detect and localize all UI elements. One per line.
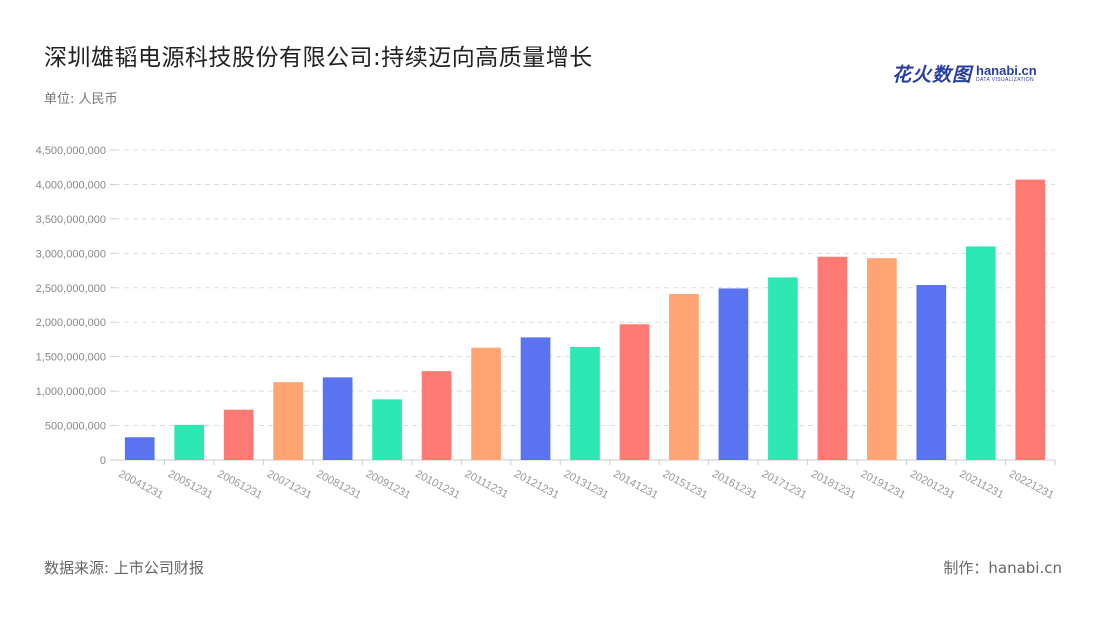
bar bbox=[817, 256, 848, 460]
y-axis-ticks: 0 500,000,000 1,000,000,000 1,500,000,000 2,… bbox=[36, 145, 106, 467]
bar bbox=[273, 382, 303, 460]
x-tick-label: 20101231 bbox=[413, 468, 462, 502]
x-tick-label: 20161231 bbox=[710, 468, 759, 502]
bar bbox=[372, 399, 402, 460]
y-tick-label: 500,000,000 bbox=[45, 421, 106, 433]
y-tick-label: 1,500,000,000 bbox=[36, 352, 106, 364]
bar bbox=[619, 324, 650, 460]
x-tick-label: 20121231 bbox=[512, 468, 561, 502]
brand-logo: 花火数图 hanabi.cn DATA VISUALIZATION bbox=[892, 60, 1037, 86]
x-tick-label: 20091231 bbox=[364, 468, 413, 502]
bar bbox=[867, 258, 897, 460]
x-tick-label: 20061231 bbox=[215, 468, 264, 502]
y-tick-label: 2,500,000,000 bbox=[36, 283, 106, 295]
bar bbox=[916, 285, 947, 460]
x-tick-label: 20141231 bbox=[611, 468, 660, 502]
x-tick-label: 20221231 bbox=[1007, 468, 1056, 502]
bar bbox=[520, 337, 551, 460]
x-tick-label: 20181231 bbox=[809, 468, 858, 502]
x-axis-ticks: 20041231 20051231 20061231 20071231 20081231… bbox=[116, 460, 1056, 502]
bar bbox=[570, 347, 600, 460]
x-tick-label: 20201231 bbox=[908, 468, 957, 502]
logo-text-en-sub: DATA VISUALIZATION bbox=[976, 76, 1035, 83]
bar bbox=[718, 288, 749, 460]
bars bbox=[124, 179, 1046, 460]
bar bbox=[322, 377, 353, 460]
x-tick-label: 20151231 bbox=[661, 468, 710, 502]
y-tick-label: 1,000,000,000 bbox=[36, 386, 106, 398]
bar bbox=[669, 293, 699, 460]
bar bbox=[174, 424, 205, 460]
bar bbox=[223, 409, 254, 460]
x-tick-label: 20171231 bbox=[759, 468, 808, 502]
y-tick-label: 3,500,000,000 bbox=[36, 214, 106, 226]
bar bbox=[124, 437, 155, 460]
unit-label: 单位: 人民币 bbox=[44, 92, 118, 107]
x-tick-label: 20051231 bbox=[166, 468, 215, 502]
x-tick-label: 20071231 bbox=[265, 468, 314, 502]
chart-title: 深圳雄韬电源科技股份有限公司:持续迈向高质量增长 bbox=[44, 45, 593, 71]
bar bbox=[1015, 179, 1046, 460]
x-tick-label: 20111231 bbox=[463, 468, 510, 501]
x-tick-label: 20211231 bbox=[957, 468, 1005, 501]
bar bbox=[471, 347, 501, 460]
y-tick-label: 4,000,000,000 bbox=[36, 179, 106, 191]
x-tick-label: 20131231 bbox=[562, 468, 611, 502]
bar bbox=[965, 246, 996, 460]
logo-text-en-main: hanabi.cn bbox=[976, 62, 1037, 78]
data-source: 数据来源: 上市公司财报 bbox=[44, 559, 204, 577]
bar bbox=[421, 371, 452, 460]
logo-text-en: hanabi.cn DATA VISUALIZATION bbox=[976, 64, 1037, 83]
x-tick-label: 20081231 bbox=[314, 468, 363, 502]
logo-text-cn: 花火数图 bbox=[892, 63, 973, 86]
x-tick-label: 20191231 bbox=[858, 468, 907, 502]
x-tick-label: 20041231 bbox=[116, 468, 165, 502]
y-tick-label: 3,000,000,000 bbox=[36, 248, 106, 260]
bar bbox=[768, 277, 798, 460]
y-tick-label: 4,500,000,000 bbox=[36, 145, 106, 157]
y-tick-label: 0 bbox=[100, 455, 106, 467]
y-tick-label: 2,000,000,000 bbox=[36, 317, 106, 329]
credit-label: 制作：hanabi.cn bbox=[943, 559, 1062, 577]
